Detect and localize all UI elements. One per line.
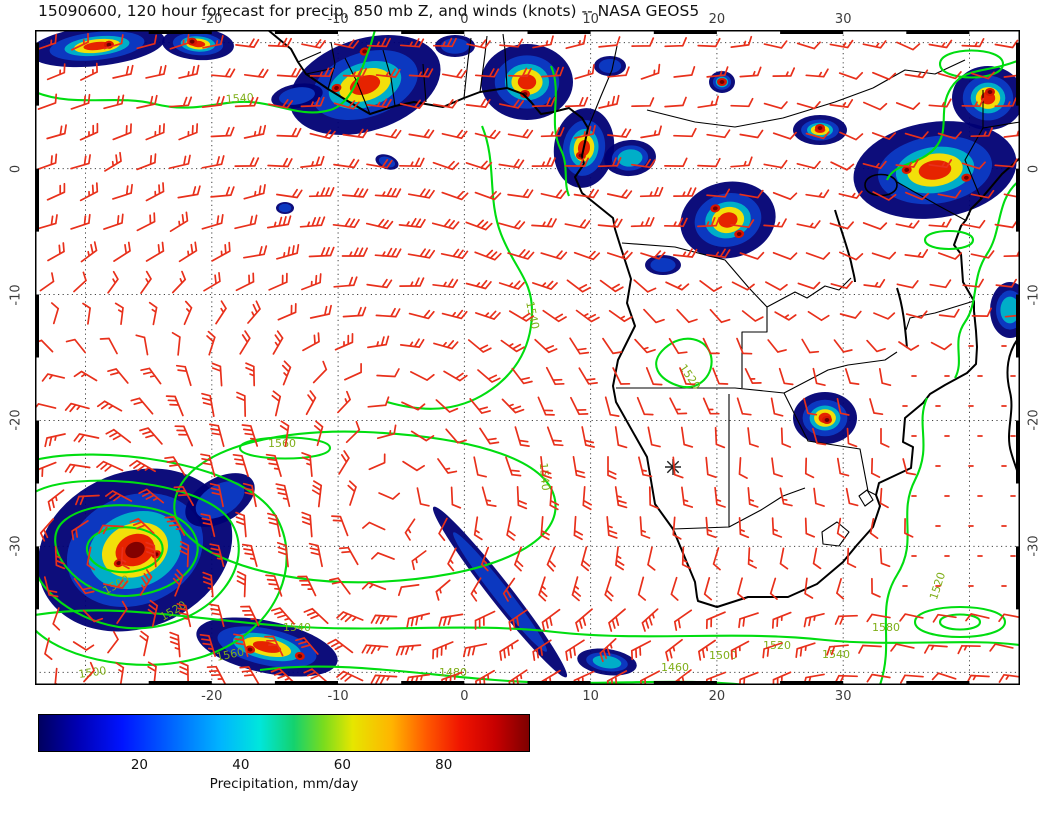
lon-tick-label-top: 20 (708, 12, 726, 27)
height-contour (938, 613, 982, 631)
precip-cell (271, 83, 323, 109)
lat-tick-label-right: -20 (1026, 409, 1042, 432)
contour-label: 1540 (523, 300, 542, 330)
lon-tick-label-bottom: -20 (201, 689, 223, 704)
lon-tick-label-top: -10 (327, 12, 349, 27)
contour-label: 1540 (822, 648, 850, 661)
contour-label: 1560 (268, 437, 296, 450)
lon-tick-label-bottom: 0 (460, 689, 469, 704)
precip-cell (645, 255, 681, 275)
lake-victoria (864, 173, 898, 197)
colorbar-tick-label: 60 (333, 757, 351, 773)
precip-cell (709, 71, 735, 93)
precip-cell (793, 115, 847, 145)
height-contour (879, 397, 928, 685)
colorbar-gradient (39, 715, 529, 751)
wind-barbs (35, 32, 1020, 685)
lon-tick-label-top: -20 (201, 12, 223, 27)
colorbar-tick-label: 40 (232, 757, 250, 773)
map-svg: 1540154015601540152015001500152015601540… (35, 30, 1020, 685)
lat-tick-label-left: -20 (8, 409, 24, 432)
height-contour (85, 526, 164, 574)
station-marker (665, 459, 681, 475)
contour-label: 1500 (709, 649, 737, 662)
lon-tick-label-bottom: 30 (834, 689, 852, 704)
precip-cell (577, 648, 637, 676)
lake (896, 287, 908, 349)
map-plot-area: 1540 1540 1560 1540 1520 1500 1500 1520 1560 1540… (35, 30, 1020, 685)
height-contour (886, 59, 1020, 181)
lat-tick-label-left: 0 (8, 164, 24, 173)
height-contour (35, 609, 1020, 647)
height-contour (35, 479, 240, 630)
lat-tick-label-left: -30 (8, 535, 24, 558)
contour-label: 1540 (283, 621, 311, 634)
country-borders (297, 33, 1020, 547)
precip-cell (162, 30, 234, 61)
colorbar (38, 714, 530, 752)
lon-tick-label-top: 30 (834, 12, 852, 27)
precip-cell (594, 56, 626, 76)
lake (834, 209, 856, 283)
contour-label: 1540 (225, 91, 254, 106)
lon-tick-label-bottom: -10 (327, 689, 349, 704)
precip-cell (432, 506, 568, 678)
colorbar-tick-label: 80 (435, 757, 453, 773)
contour-label: 1580 (872, 621, 900, 634)
height-contour (938, 49, 1005, 79)
precip-cell (375, 154, 399, 170)
precip-cell (35, 30, 165, 68)
lat-tick-label-right: -30 (1026, 535, 1042, 558)
height-contour (259, 665, 756, 685)
contour-label: 1460 (661, 661, 689, 674)
lat-tick-label-left: -10 (8, 283, 24, 306)
colorbar-label: Precipitation, mm/day (209, 776, 359, 792)
height-contour (655, 337, 713, 389)
lon-tick-label-bottom: 10 (582, 689, 599, 704)
precip-cell (276, 202, 294, 214)
contour-label: 1560 (215, 645, 245, 664)
height-contour (913, 605, 1007, 639)
precip-cell (990, 282, 1020, 338)
contour-label: 1480 (439, 666, 467, 679)
height-contour (550, 65, 570, 197)
precip-cell (435, 35, 475, 57)
height-contour (173, 430, 557, 584)
plot-title: 15090600, 120 hour forecast for precip, … (38, 2, 700, 20)
lat-tick-label-right: 0 (1026, 164, 1042, 173)
lat-tick-label-right: -10 (1026, 283, 1042, 306)
lon-tick-label-top: 10 (582, 12, 599, 27)
height-contour (54, 504, 199, 598)
colorbar-tick-label: 20 (130, 757, 149, 773)
lon-tick-label-bottom: 20 (708, 689, 726, 704)
height-contour (923, 230, 975, 250)
lon-tick-label-top: 0 (460, 12, 469, 27)
precip-cell (481, 44, 573, 120)
precip-cell (952, 66, 1020, 130)
precip-cell (680, 181, 776, 259)
height-contour (35, 30, 377, 114)
contour-label: 1540 (537, 462, 552, 491)
precip-cell (793, 392, 857, 444)
